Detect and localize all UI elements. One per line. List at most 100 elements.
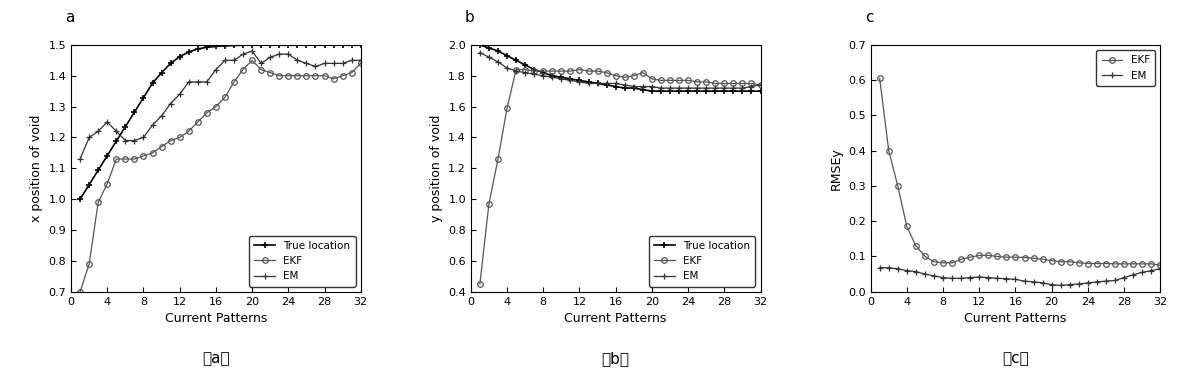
EM bbox=[990, 276, 1004, 280]
EM bbox=[972, 275, 986, 279]
EKF bbox=[181, 129, 195, 134]
EKF bbox=[491, 157, 506, 161]
EKF bbox=[272, 73, 287, 78]
EM bbox=[753, 83, 767, 87]
True location bbox=[73, 197, 88, 201]
EKF bbox=[718, 81, 732, 86]
True location bbox=[519, 63, 533, 67]
True location bbox=[491, 49, 506, 53]
True location bbox=[591, 81, 605, 86]
Text: （b）: （b） bbox=[601, 352, 630, 367]
EM bbox=[163, 101, 178, 106]
EKF bbox=[1081, 261, 1095, 266]
Line: True location: True location bbox=[476, 42, 764, 95]
EM bbox=[545, 75, 559, 80]
EM bbox=[1009, 277, 1023, 282]
EKF bbox=[699, 80, 713, 84]
True location bbox=[91, 168, 105, 172]
Text: （a）: （a） bbox=[202, 352, 230, 367]
EKF bbox=[545, 69, 559, 73]
EM bbox=[263, 55, 277, 59]
EM bbox=[472, 50, 487, 55]
True location bbox=[690, 89, 704, 94]
EM bbox=[354, 58, 368, 62]
EM bbox=[690, 86, 704, 90]
EKF bbox=[1009, 255, 1023, 260]
True location bbox=[554, 75, 568, 80]
EKF bbox=[681, 78, 695, 83]
EM bbox=[272, 52, 287, 56]
EKF bbox=[1044, 258, 1058, 263]
True location bbox=[500, 53, 514, 58]
True location bbox=[308, 43, 322, 47]
EKF bbox=[1036, 257, 1050, 261]
EKF bbox=[101, 181, 115, 186]
EM bbox=[118, 138, 133, 143]
True location bbox=[236, 43, 250, 47]
EKF bbox=[236, 67, 250, 72]
EKF bbox=[173, 135, 187, 140]
Text: b: b bbox=[465, 10, 475, 25]
EKF bbox=[536, 69, 551, 73]
EKF bbox=[690, 80, 704, 84]
EKF bbox=[255, 67, 269, 72]
True location bbox=[654, 89, 668, 94]
EKF bbox=[1017, 255, 1031, 260]
EM bbox=[482, 55, 496, 59]
EM bbox=[200, 80, 214, 84]
EM bbox=[1036, 280, 1050, 285]
EKF bbox=[1126, 262, 1140, 266]
Legend: EKF, EM: EKF, EM bbox=[1096, 50, 1156, 86]
Y-axis label: RMSEy: RMSEy bbox=[830, 147, 843, 190]
EM bbox=[645, 84, 659, 89]
EKF bbox=[91, 200, 105, 205]
EKF bbox=[982, 253, 996, 258]
EKF bbox=[327, 77, 341, 81]
EM bbox=[218, 58, 232, 62]
EKF bbox=[882, 148, 896, 153]
EM bbox=[599, 81, 613, 86]
EM bbox=[335, 61, 349, 66]
EM bbox=[236, 52, 250, 56]
EKF bbox=[73, 289, 88, 294]
EM bbox=[572, 80, 586, 84]
EM bbox=[101, 120, 115, 124]
EM bbox=[581, 81, 596, 86]
EKF bbox=[1108, 262, 1122, 266]
True location bbox=[354, 43, 368, 47]
EKF bbox=[609, 73, 623, 78]
EKF bbox=[726, 81, 740, 86]
EM bbox=[963, 275, 977, 280]
EKF bbox=[1054, 260, 1068, 264]
EM bbox=[173, 92, 187, 96]
EKF bbox=[227, 80, 242, 84]
EM bbox=[935, 275, 950, 280]
EKF bbox=[245, 58, 259, 62]
EKF bbox=[290, 73, 304, 78]
EKF bbox=[935, 261, 950, 265]
EKF bbox=[263, 70, 277, 75]
EKF bbox=[1153, 263, 1167, 267]
EM bbox=[745, 84, 759, 89]
EM bbox=[591, 81, 605, 86]
True location bbox=[208, 44, 223, 49]
EM bbox=[300, 61, 314, 66]
EM bbox=[1081, 280, 1095, 285]
Line: EKF: EKF bbox=[877, 76, 1163, 268]
EM bbox=[564, 78, 578, 83]
EKF bbox=[963, 255, 977, 260]
EKF bbox=[572, 67, 586, 72]
X-axis label: Current Patterns: Current Patterns bbox=[565, 312, 667, 325]
EKF bbox=[191, 120, 205, 124]
Line: EKF: EKF bbox=[477, 67, 764, 287]
EKF bbox=[1072, 261, 1086, 265]
True location bbox=[636, 88, 650, 92]
True location bbox=[300, 43, 314, 47]
True location bbox=[472, 43, 487, 47]
EKF bbox=[354, 61, 368, 66]
EM bbox=[1144, 268, 1158, 273]
EKF bbox=[927, 260, 941, 264]
EKF bbox=[1144, 262, 1158, 266]
EM bbox=[927, 274, 941, 278]
EKF bbox=[945, 261, 959, 265]
